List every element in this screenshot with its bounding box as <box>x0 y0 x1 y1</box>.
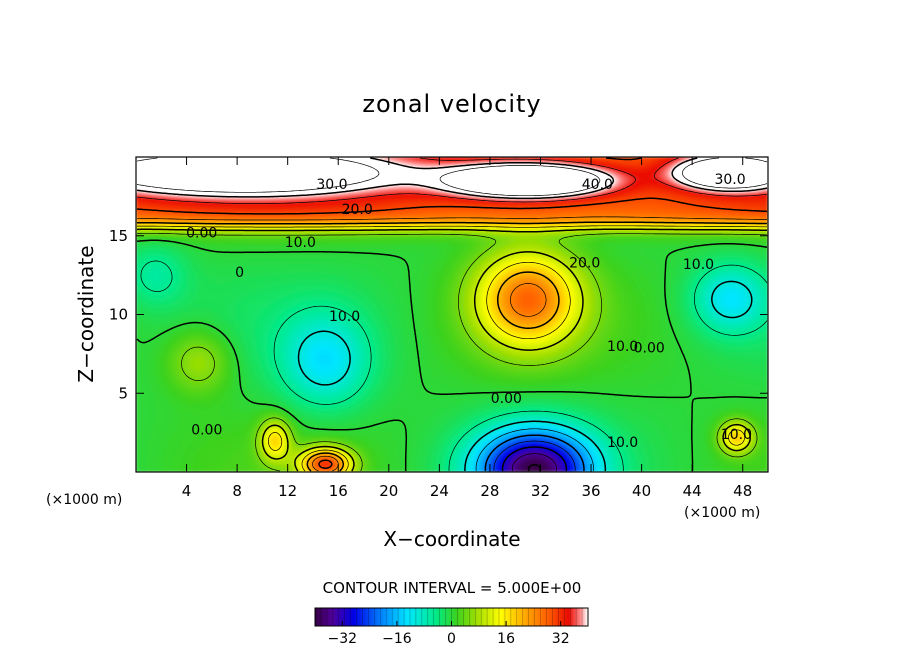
x-tick-label: 20 <box>379 482 398 500</box>
contour-label: 10.0 <box>329 309 360 325</box>
contour-label: 0.00 <box>191 422 222 438</box>
contour-line <box>136 157 768 204</box>
contour-line <box>501 446 568 472</box>
colorbar-gradient <box>315 608 588 626</box>
contour-interval-text: CONTOUR INTERVAL = 5.000E+00 <box>323 579 582 597</box>
contour-line <box>137 221 767 472</box>
x-tick-label: 28 <box>480 482 499 500</box>
colorbar-tick-label: 0 <box>447 631 456 647</box>
contour-label: 0.00 <box>186 226 217 242</box>
x-tick-label: 12 <box>278 482 297 500</box>
contour-line <box>484 434 585 472</box>
contour-label: 30.0 <box>714 172 745 188</box>
colorbar-tick-label: 32 <box>552 631 570 647</box>
velocity-color-field <box>136 157 768 472</box>
contour-label: 20.0 <box>342 202 373 218</box>
y-axis: 5 10 15 <box>109 227 768 402</box>
x-tick-label: 40 <box>632 482 651 500</box>
x-tick-label: 24 <box>430 482 449 500</box>
x-unit-left: (×1000 m) <box>46 492 122 508</box>
colorbar-tick-label: −32 <box>328 631 358 647</box>
contour-line <box>137 228 767 472</box>
x-axis-title: X−coordinate <box>383 527 520 551</box>
x-tick-label: 36 <box>581 482 600 500</box>
x-tick-label: 48 <box>733 482 752 500</box>
contour-line <box>297 280 753 472</box>
contour-label: 40.0 <box>582 177 613 193</box>
contour-line <box>136 239 768 471</box>
y-tick-label: 10 <box>109 306 128 324</box>
contour-line <box>511 453 557 472</box>
colorbar-tick-label: 16 <box>497 631 515 647</box>
contour-label: 20.0 <box>569 256 600 272</box>
x-tick-label: 4 <box>182 482 192 500</box>
x-axis: 4 8 12 16 20 24 28 32 36 40 44 48 <box>182 157 752 500</box>
contour-label: 10.0 <box>607 339 638 355</box>
contour-line <box>136 157 768 469</box>
contour-line <box>475 428 594 472</box>
chart-title: zonal velocity <box>362 90 541 118</box>
x-unit-right: (×1000 m) <box>684 505 760 521</box>
velocity-field <box>136 157 768 472</box>
contour-line <box>136 157 768 197</box>
contour-line <box>137 232 767 472</box>
contour-lines <box>136 157 768 472</box>
contour-label: 10.0 <box>683 257 714 273</box>
contour-label: 0.00 <box>634 341 665 357</box>
y-tick-label: 15 <box>109 227 128 245</box>
contour-line <box>137 216 767 472</box>
contour-line <box>493 440 576 472</box>
x-tick-label: 32 <box>531 482 550 500</box>
x-tick-label: 16 <box>329 482 348 500</box>
contour-label: 10.0 <box>285 235 316 251</box>
x-tick-label: 8 <box>232 482 242 500</box>
contour-label: 10.0 <box>607 435 638 451</box>
y-axis-title: Z−coordinate <box>74 245 98 382</box>
colorbar-tick-label: −16 <box>382 631 412 647</box>
colorbar-ticks: −32 −16 0 16 32 <box>328 621 570 647</box>
contour-line <box>137 225 767 472</box>
contour-label: 10.0 <box>721 427 752 443</box>
colorbar-stripes <box>320 608 583 626</box>
contour-line <box>140 260 768 471</box>
x-tick-label: 44 <box>683 482 702 500</box>
colorbar <box>314 607 589 627</box>
contour-label: 30.0 <box>316 177 347 193</box>
contour-label: 0 <box>235 265 244 281</box>
contour-label: 0.00 <box>491 391 522 407</box>
y-tick-label: 5 <box>118 384 128 402</box>
